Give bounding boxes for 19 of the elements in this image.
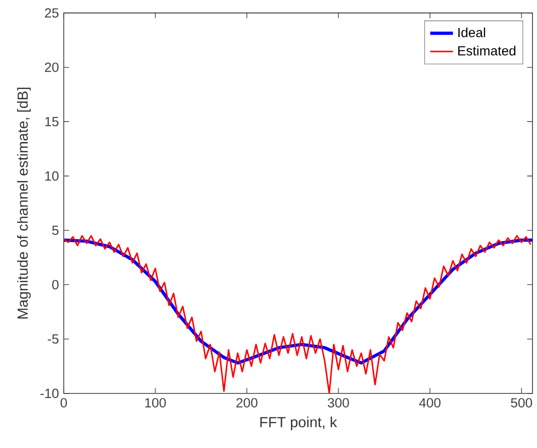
x-tick-label: 200 — [236, 398, 258, 408]
x-tick-label: 400 — [419, 398, 441, 408]
x-tick-label: 0 — [60, 398, 67, 408]
y-tick-label: 5 — [52, 226, 58, 235]
x-tick-label: 300 — [328, 398, 349, 408]
y-tick-label: 0 — [52, 280, 59, 290]
x-tick-label: 500 — [510, 398, 532, 408]
y-tick-label: 20 — [44, 62, 59, 72]
x-tick-label: 100 — [145, 398, 166, 408]
y-tick-label: -10 — [40, 388, 59, 398]
y-axis-title: Magnitude of channel estimate, [dB] — [17, 88, 31, 318]
x-axis-title: FFT point, k — [260, 416, 338, 430]
legend-label: Estimated — [458, 46, 516, 56]
y-tick-label: 10 — [45, 171, 59, 181]
line-series — [64, 234, 532, 394]
y-tick-label: -5 — [48, 334, 58, 344]
legend-label: Ideal — [458, 27, 486, 38]
y-tick-label: 15 — [45, 116, 58, 126]
y-tick-label: 25 — [44, 8, 58, 18]
